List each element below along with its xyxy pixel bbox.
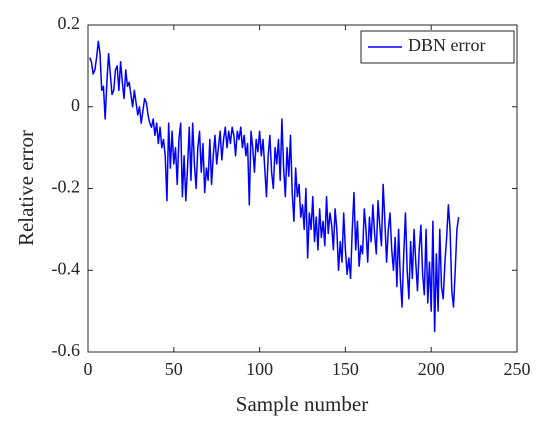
legend-label: DBN error (408, 35, 485, 55)
y-tick-label: 0.2 (58, 13, 81, 33)
y-tick-label: -0.4 (52, 258, 81, 278)
y-tick-label: -0.6 (52, 340, 81, 360)
data-line (89, 40, 460, 333)
legend-box (360, 30, 515, 64)
x-tick-label: 150 (332, 359, 359, 379)
y-tick-label: 0 (71, 95, 80, 115)
x-tick-label: 0 (84, 359, 93, 379)
x-tick-label: 200 (418, 359, 445, 379)
y-axis-label: Relative error (14, 130, 38, 246)
x-tick-label: 50 (165, 359, 183, 379)
x-tick-label: 100 (246, 359, 273, 379)
y-tick-label: -0.2 (52, 177, 81, 197)
x-axis-label: Sample number (236, 392, 368, 416)
x-tick-label: 250 (504, 359, 531, 379)
plot-frame (87, 24, 518, 353)
